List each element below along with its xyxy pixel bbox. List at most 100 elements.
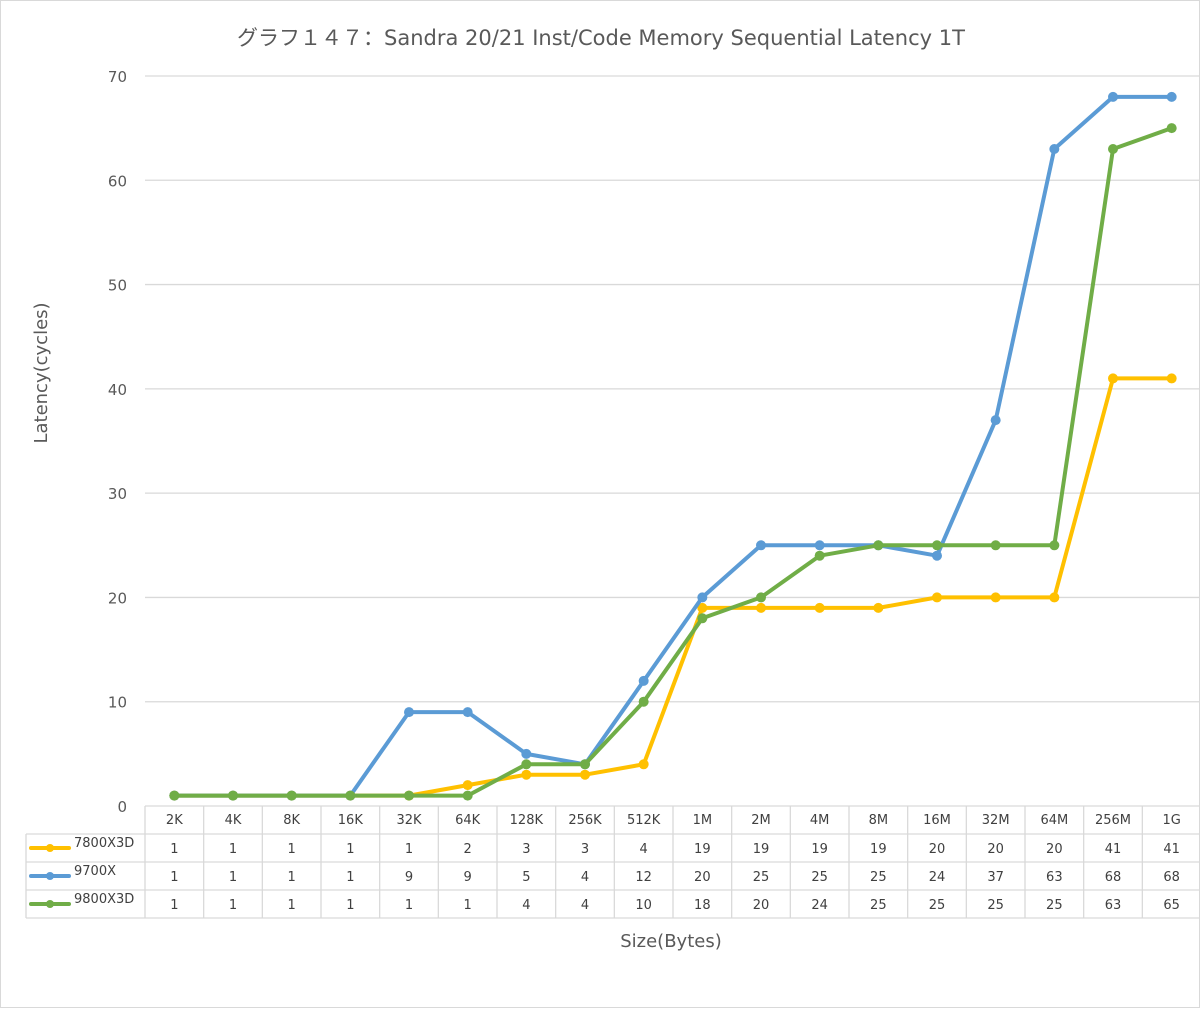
data-cell: 5 — [522, 870, 530, 885]
data-cell: 4 — [581, 870, 589, 885]
data-point — [1166, 91, 1177, 102]
data-point — [1049, 144, 1060, 154]
data-cell: 19 — [811, 842, 828, 857]
legend-marker — [46, 872, 54, 880]
y-tick-label: 70 — [108, 68, 127, 86]
data-cell: 41 — [1105, 842, 1122, 857]
data-point — [521, 759, 532, 770]
data-point — [814, 540, 825, 551]
data-cell: 68 — [1105, 870, 1122, 885]
data-point — [286, 790, 297, 801]
data-cell: 3 — [581, 842, 589, 857]
data-point — [1108, 91, 1118, 102]
data-cell: 24 — [811, 898, 828, 913]
data-cell: 20 — [753, 898, 770, 913]
x-tick-label: 4K — [225, 813, 242, 828]
data-point — [756, 540, 766, 551]
data-cell: 65 — [1163, 898, 1180, 913]
data-cell: 25 — [1046, 898, 1063, 913]
y-tick-label: 40 — [108, 381, 127, 399]
data-cell: 24 — [929, 870, 946, 885]
data-cell: 1 — [170, 898, 178, 913]
data-cell: 25 — [987, 898, 1004, 913]
data-cell: 1 — [288, 898, 296, 913]
data-cell: 4 — [640, 842, 648, 857]
x-axis-title: Size(Bytes) — [620, 931, 722, 952]
y-tick-label: 30 — [108, 485, 127, 503]
data-point — [462, 707, 473, 718]
x-tick-label: 4M — [810, 813, 830, 828]
x-tick-label: 8M — [869, 813, 889, 828]
x-tick-label: 64M — [1040, 813, 1068, 828]
data-cell: 25 — [753, 870, 770, 885]
data-point — [873, 540, 884, 551]
data-cell: 20 — [929, 842, 946, 857]
data-cell: 63 — [1046, 870, 1063, 885]
legend-label: 7800X3D — [74, 836, 134, 851]
data-cell: 1 — [405, 898, 413, 913]
data-point — [697, 602, 708, 613]
x-tick-label: 32K — [396, 813, 422, 828]
data-point — [1108, 144, 1118, 154]
data-cell: 1 — [288, 842, 296, 857]
series-lines — [169, 91, 1177, 801]
data-point — [580, 769, 590, 780]
data-point — [932, 592, 942, 603]
data-point — [462, 790, 473, 801]
data-cell: 20 — [987, 842, 1004, 857]
x-tick-label: 512K — [627, 813, 661, 828]
data-cell: 1 — [229, 842, 237, 857]
data-point — [990, 540, 1001, 551]
data-cell: 9 — [405, 870, 413, 885]
x-tick-label: 8K — [283, 813, 300, 828]
data-point — [404, 707, 414, 718]
x-tick-label: 32M — [982, 813, 1010, 828]
data-point — [990, 415, 1001, 426]
data-point — [1049, 592, 1060, 603]
data-cell: 25 — [811, 870, 828, 885]
x-tick-label: 16M — [923, 813, 951, 828]
data-cell: 4 — [581, 898, 589, 913]
x-tick-label: 128K — [510, 813, 544, 828]
data-point — [345, 790, 356, 801]
data-cell: 20 — [694, 870, 711, 885]
data-point — [697, 592, 708, 603]
y-tick-label: 10 — [108, 694, 127, 712]
data-table: 2K 4K 8K 16K 32K 64K 128K 256K 512K 1M 2M 4M 8M 16M 32… — [25, 805, 1200, 919]
data-point — [404, 790, 414, 801]
data-cell: 12 — [635, 870, 652, 885]
x-tick-label: 256M — [1095, 813, 1131, 828]
data-cell: 68 — [1163, 870, 1180, 885]
chart-title: グラフ１４７：Sandra 20/21 Inst/Code Memory Seq… — [237, 26, 965, 50]
data-cell: 1 — [346, 898, 354, 913]
data-cell: 1 — [170, 870, 178, 885]
data-point — [990, 592, 1001, 603]
data-cell: 9 — [464, 870, 472, 885]
data-cell: 25 — [929, 898, 946, 913]
data-cell: 25 — [870, 898, 887, 913]
data-point — [756, 592, 766, 603]
y-tick-label: 60 — [108, 172, 127, 190]
data-point — [697, 613, 708, 624]
data-point — [638, 696, 649, 707]
data-cell: 19 — [694, 842, 711, 857]
legend-marker — [46, 844, 54, 852]
data-cell: 37 — [987, 870, 1004, 885]
data-point — [1166, 373, 1177, 384]
data-cell: 4 — [522, 898, 530, 913]
data-point — [1166, 123, 1177, 134]
data-cell: 1 — [346, 842, 354, 857]
x-tick-label: 1G — [1162, 813, 1180, 828]
data-point — [932, 550, 942, 561]
data-point — [1049, 540, 1060, 551]
data-cell: 1 — [464, 898, 472, 913]
x-tick-label: 2M — [751, 813, 771, 828]
x-tick-label: 1M — [693, 813, 713, 828]
data-point — [169, 790, 180, 801]
data-point — [521, 769, 532, 780]
data-cell: 3 — [522, 842, 530, 857]
data-point — [814, 602, 825, 613]
data-point — [932, 540, 942, 551]
data-cell: 1 — [405, 842, 413, 857]
data-cell: 1 — [229, 898, 237, 913]
